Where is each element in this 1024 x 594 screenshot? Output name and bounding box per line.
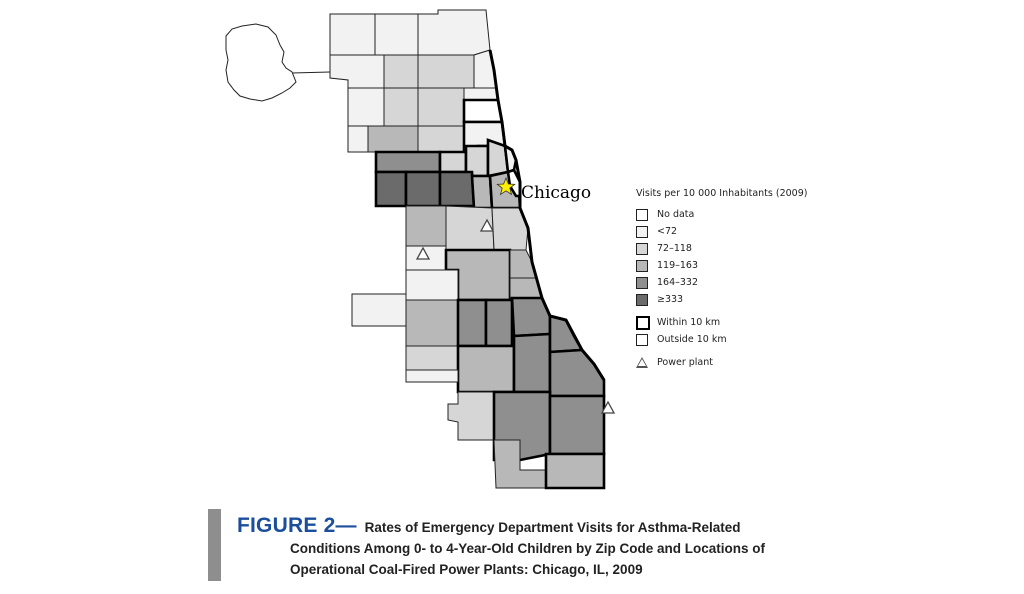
caption-line-3: Operational Coal-Fired Power Plants: Chi… bbox=[290, 562, 643, 577]
zip-area-fs-4 bbox=[548, 394, 606, 456]
zip-area-north-4 bbox=[329, 54, 385, 89]
zip-area-north-6 bbox=[417, 54, 475, 89]
zip-area-north-3 bbox=[417, 9, 491, 56]
triangle-icon bbox=[636, 357, 648, 368]
legend-item-164-332: 164–332 bbox=[636, 274, 836, 291]
zip-area-w-1 bbox=[374, 150, 442, 174]
legend-swatch-thin bbox=[636, 333, 648, 346]
zip-area-north-5 bbox=[383, 54, 419, 89]
legend-swatch bbox=[636, 208, 648, 221]
zip-area-sw-3 bbox=[491, 207, 529, 251]
zip-area-ohare bbox=[225, 23, 297, 102]
legend-label: Within 10 km bbox=[657, 317, 721, 328]
zip-area-s-6 bbox=[456, 344, 516, 394]
legend-item-ge333: ≥333 bbox=[636, 291, 836, 308]
star-icon bbox=[496, 176, 516, 196]
zip-area-nw-3 bbox=[417, 87, 465, 127]
power-plant-marker-1 bbox=[479, 218, 495, 232]
zip-area-nw-2 bbox=[383, 87, 419, 127]
zip-area-s-2 bbox=[456, 298, 488, 348]
legend-label: <72 bbox=[657, 226, 678, 237]
zip-area-sw-1 bbox=[405, 205, 447, 247]
legend-label: 72–118 bbox=[657, 243, 692, 254]
zip-area-north-8 bbox=[463, 87, 499, 101]
zip-area-sw-6 bbox=[351, 293, 407, 327]
legend-item-lt72: <72 bbox=[636, 223, 836, 240]
zip-area-w-2 bbox=[438, 150, 468, 174]
triangle-icon bbox=[415, 246, 431, 260]
legend-title: Visits per 10 000 Inhabitants (2009) bbox=[636, 188, 808, 199]
legend-swatch bbox=[636, 259, 648, 272]
choropleth-map bbox=[225, 9, 616, 490]
legend-swatch bbox=[636, 276, 648, 289]
caption-accent-bar bbox=[208, 509, 221, 581]
figure-label: FIGURE 2— bbox=[237, 514, 357, 537]
triangle-icon bbox=[600, 400, 616, 414]
city-label-chicago: Chicago bbox=[521, 183, 592, 203]
triangle-icon bbox=[479, 218, 495, 232]
legend-label: 164–332 bbox=[657, 277, 699, 288]
zip-area-w-6 bbox=[374, 170, 408, 208]
zip-area-fs-1 bbox=[405, 369, 459, 383]
legend-label: ≥333 bbox=[657, 294, 684, 305]
legend-item-no-data: No data bbox=[636, 206, 836, 223]
legend-item-outside: Outside 10 km bbox=[636, 331, 836, 348]
zip-area-s-1 bbox=[405, 299, 459, 347]
figure-caption: FIGURE 2— Rates of Emergency Department … bbox=[237, 514, 937, 580]
caption-line-1: Rates of Emergency Department Visits for… bbox=[364, 520, 741, 535]
zip-area-sw-5 bbox=[405, 269, 459, 301]
zip-area-fs-2 bbox=[447, 391, 495, 441]
legend-item-72-118: 72–118 bbox=[636, 240, 836, 257]
zip-area-w-8 bbox=[438, 170, 476, 208]
legend-swatch bbox=[636, 225, 648, 238]
legend-item-119-163: 119–163 bbox=[636, 257, 836, 274]
zip-area-nw-7 bbox=[417, 125, 465, 153]
zip-area-nw-4 bbox=[462, 98, 504, 124]
lake-shoreline bbox=[488, 49, 606, 381]
legend-swatch-thick bbox=[636, 315, 650, 330]
zip-area-nw-5 bbox=[347, 125, 369, 153]
power-plant-marker-3 bbox=[600, 400, 616, 414]
power-plant-marker-2 bbox=[415, 246, 431, 260]
zip-area-nw-6 bbox=[367, 125, 419, 153]
legend-label: Power plant bbox=[657, 357, 713, 368]
zip-area-north-2 bbox=[374, 13, 419, 56]
legend-label: Outside 10 km bbox=[657, 334, 727, 345]
zip-area-north-1 bbox=[329, 13, 376, 56]
zip-area-w-7 bbox=[404, 170, 442, 208]
legend-item-within: Within 10 km bbox=[636, 314, 836, 331]
legend-swatch bbox=[636, 293, 648, 306]
zip-area-s-3 bbox=[484, 298, 514, 348]
zip-area-nw-1 bbox=[347, 87, 385, 127]
caption-line-2: Conditions Among 0- to 4-Year-Old Childr… bbox=[290, 541, 766, 556]
legend-label: 119–163 bbox=[657, 260, 699, 271]
legend-label: No data bbox=[657, 209, 695, 220]
legend-swatch bbox=[636, 242, 648, 255]
map-legend: Visits per 10 000 Inhabitants (2009) No … bbox=[636, 188, 836, 371]
zip-area-se-2 bbox=[548, 348, 606, 398]
zip-area-s-7 bbox=[512, 332, 552, 394]
zip-area-fs-6 bbox=[544, 452, 606, 490]
zip-area-s-5 bbox=[405, 345, 459, 371]
legend-item-power-plant: Power plant bbox=[636, 354, 836, 371]
